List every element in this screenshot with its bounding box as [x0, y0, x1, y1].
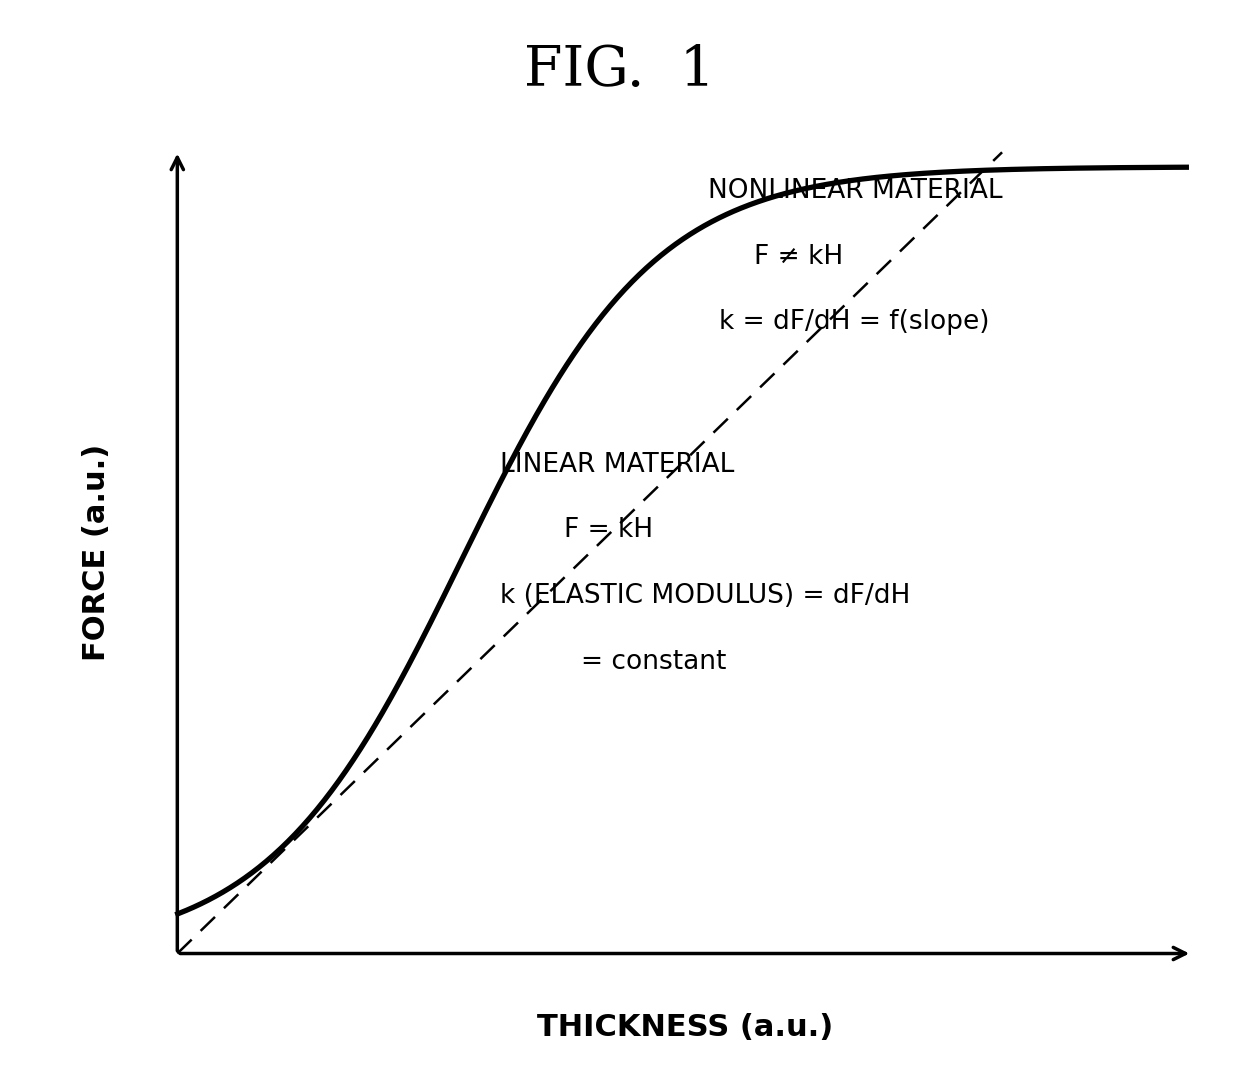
Text: NONLINEAR MATERIAL: NONLINEAR MATERIAL: [708, 178, 1002, 204]
Text: LINEAR MATERIAL: LINEAR MATERIAL: [500, 452, 734, 478]
Text: F ≠ kH: F ≠ kH: [754, 243, 843, 269]
Text: FIG.  1: FIG. 1: [525, 43, 715, 98]
Text: THICKNESS (a.u.): THICKNESS (a.u.): [537, 1013, 833, 1041]
Text: F = kH: F = kH: [564, 517, 652, 543]
Text: = constant: = constant: [580, 648, 727, 674]
Text: k = dF/dH = f(slope): k = dF/dH = f(slope): [719, 310, 990, 336]
Text: k (ELASTIC MODULUS) = dF/dH: k (ELASTIC MODULUS) = dF/dH: [500, 583, 910, 609]
Text: FORCE (a.u.): FORCE (a.u.): [82, 443, 112, 660]
